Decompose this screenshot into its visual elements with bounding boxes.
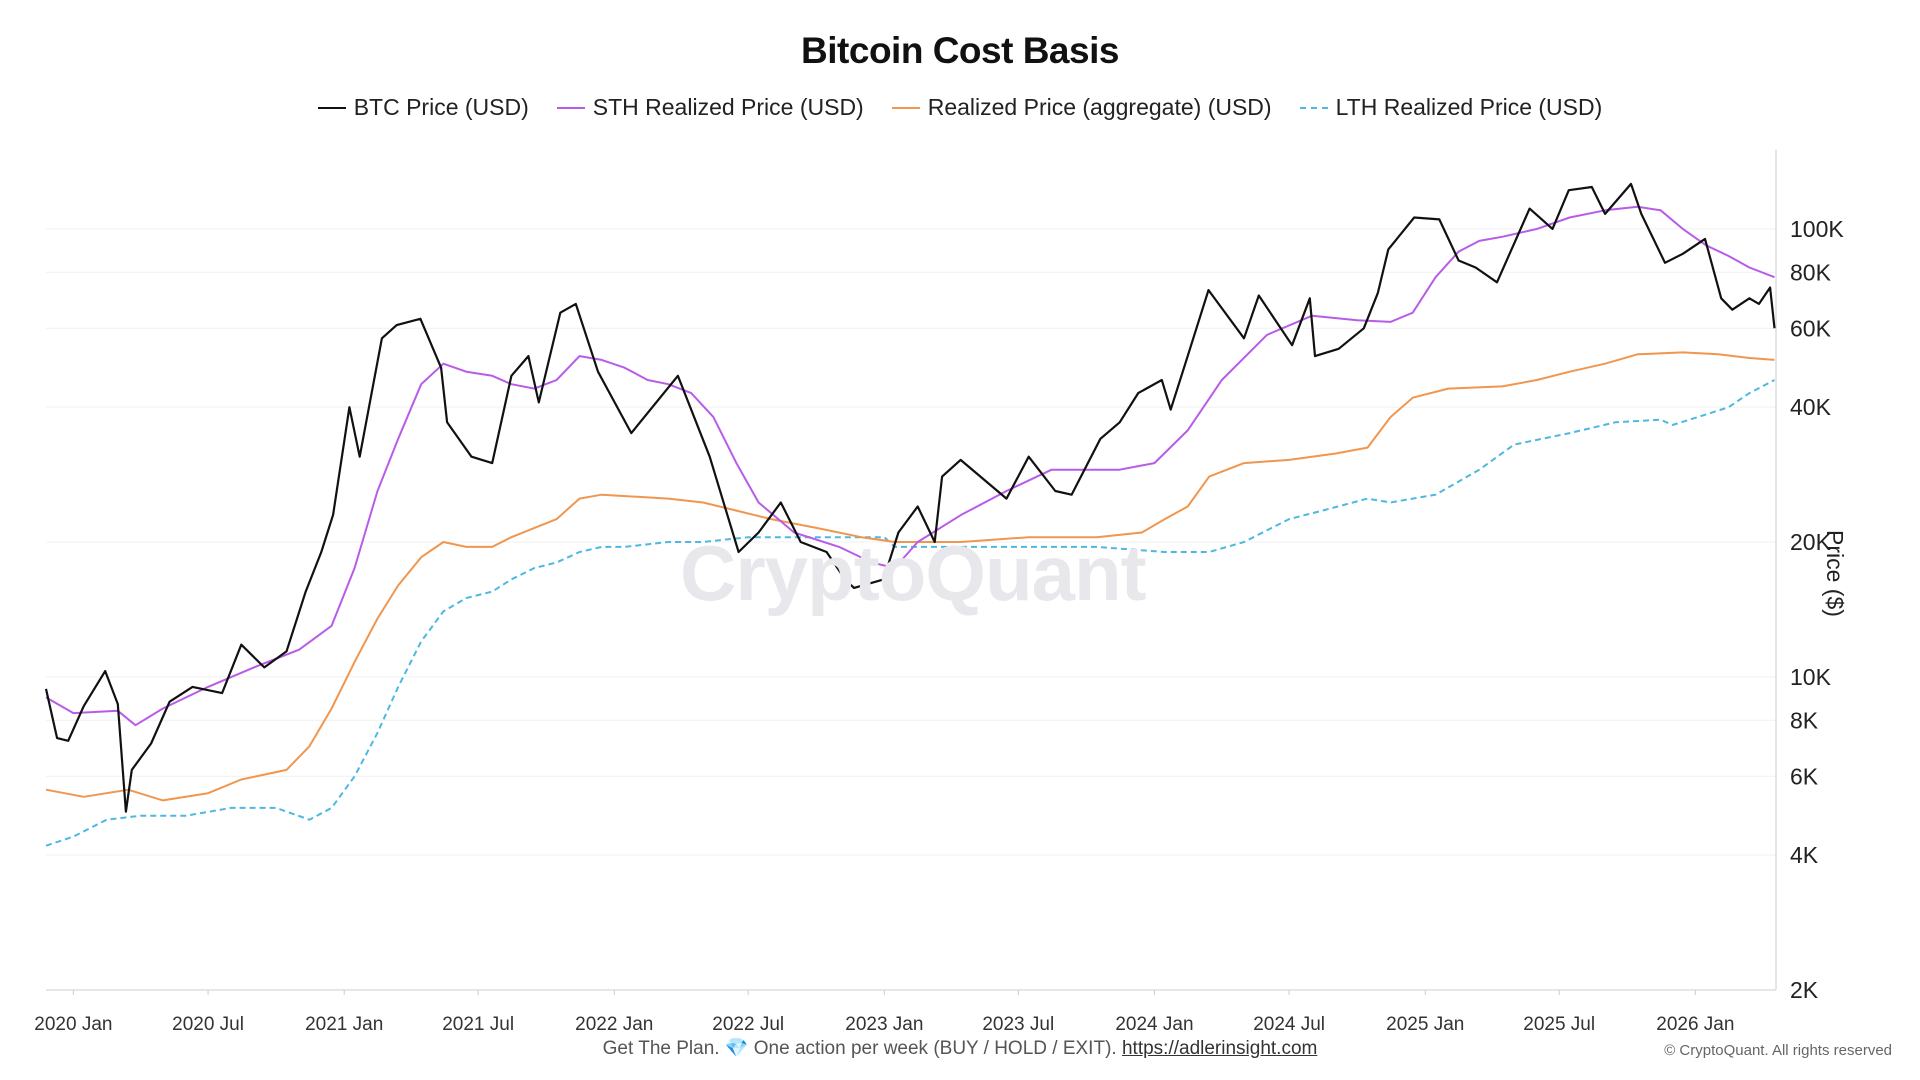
- x-tick-2026-jan: 2026 Jan: [1656, 1014, 1734, 1035]
- x-tick-2021-jul: 2021 Jul: [442, 1014, 514, 1035]
- y-tick-2k: 2K: [1790, 977, 1819, 1003]
- gem-icon: 💎: [724, 1038, 749, 1059]
- y-tick-60k: 60K: [1790, 315, 1832, 341]
- legend-label-btc-price: BTC Price (USD): [353, 94, 529, 120]
- x-tick-2021-jan: 2021 Jan: [305, 1014, 383, 1035]
- legend-swatch-realized-price-aggregate: [891, 106, 920, 109]
- y-tick-4k: 4K: [1790, 842, 1819, 868]
- y-tick-20k: 20K: [1790, 529, 1832, 555]
- legend-swatch-btc-price: [317, 106, 346, 109]
- series-line-btc-price-usd: [44, 182, 1776, 813]
- legend-swatch-lth-realized-price: [1299, 106, 1328, 109]
- y-tick-8k: 8K: [1790, 707, 1819, 733]
- x-tick-labels: 2020 Jan 2020 Jul 2021 Jan 2021 Jul 2022 Jan…: [34, 1014, 1734, 1035]
- y-tick-100k: 100K: [1790, 216, 1844, 242]
- y-axis-label: Price ($): [1822, 530, 1848, 617]
- legend-item-lth-realized-price[interactable]: LTH Realized Price (USD): [1299, 94, 1603, 121]
- footer: Get The Plan. 💎 One action per week (BUY…: [0, 1036, 1920, 1060]
- x-tick-2022-jan: 2022 Jan: [575, 1014, 653, 1035]
- y-tick-40k: 40K: [1790, 394, 1832, 420]
- series-line-lth-realized-price-usd: [45, 379, 1775, 847]
- series-line-realized-price-aggregate-usd: [45, 351, 1775, 802]
- footer-link[interactable]: https://adlerinsight.com: [1121, 1038, 1318, 1059]
- legend-label-realized-price-aggregate: Realized Price (aggregate) (USD): [927, 94, 1272, 120]
- legend-item-realized-price-aggregate[interactable]: Realized Price (aggregate) (USD): [891, 94, 1272, 121]
- legend-swatch-sth-realized-price: [556, 106, 585, 109]
- legend: BTC Price (USD) STH Realized Price (USD)…: [0, 94, 1920, 121]
- y-tick-6k: 6K: [1790, 763, 1819, 789]
- copyright: © CryptoQuant. All rights reserved: [1664, 1042, 1892, 1059]
- series-lines: [44, 182, 1776, 847]
- y-tick-80k: 80K: [1790, 259, 1832, 285]
- x-tick-2020-jul: 2020 Jul: [172, 1014, 244, 1035]
- chart-title: Bitcoin Cost Basis: [801, 30, 1119, 71]
- x-tick-2020-jan: 2020 Jan: [34, 1014, 112, 1035]
- x-tick-2025-jan: 2025 Jan: [1386, 1014, 1464, 1035]
- footer-text: Get The Plan.: [602, 1038, 720, 1059]
- y-tick-10k: 10K: [1790, 664, 1832, 690]
- footer-text-2: One action per week (BUY / HOLD / EXIT).: [753, 1038, 1117, 1059]
- x-tick-2023-jan: 2023 Jan: [845, 1014, 923, 1035]
- x-tick-2025-jul: 2025 Jul: [1523, 1014, 1595, 1035]
- legend-label-lth-realized-price: LTH Realized Price (USD): [1335, 94, 1603, 120]
- legend-item-sth-realized-price[interactable]: STH Realized Price (USD): [556, 94, 864, 121]
- legend-item-btc-price[interactable]: BTC Price (USD): [317, 94, 529, 121]
- x-tick-2023-jul: 2023 Jul: [982, 1014, 1054, 1035]
- watermark: CryptoQuant: [680, 529, 1147, 617]
- x-tick-2024-jan: 2024 Jan: [1115, 1014, 1193, 1035]
- y-tick-labels: 2K 4K 6K 8K 10K 20K 40K 60K 80K 100K: [1790, 216, 1844, 1003]
- series-line-sth-realized-price-usd: [45, 205, 1775, 727]
- x-tick-2022-jul: 2022 Jul: [712, 1014, 784, 1035]
- legend-label-sth-realized-price: STH Realized Price (USD): [592, 94, 864, 120]
- axes: [46, 150, 1777, 995]
- x-tick-2024-jul: 2024 Jul: [1253, 1014, 1325, 1035]
